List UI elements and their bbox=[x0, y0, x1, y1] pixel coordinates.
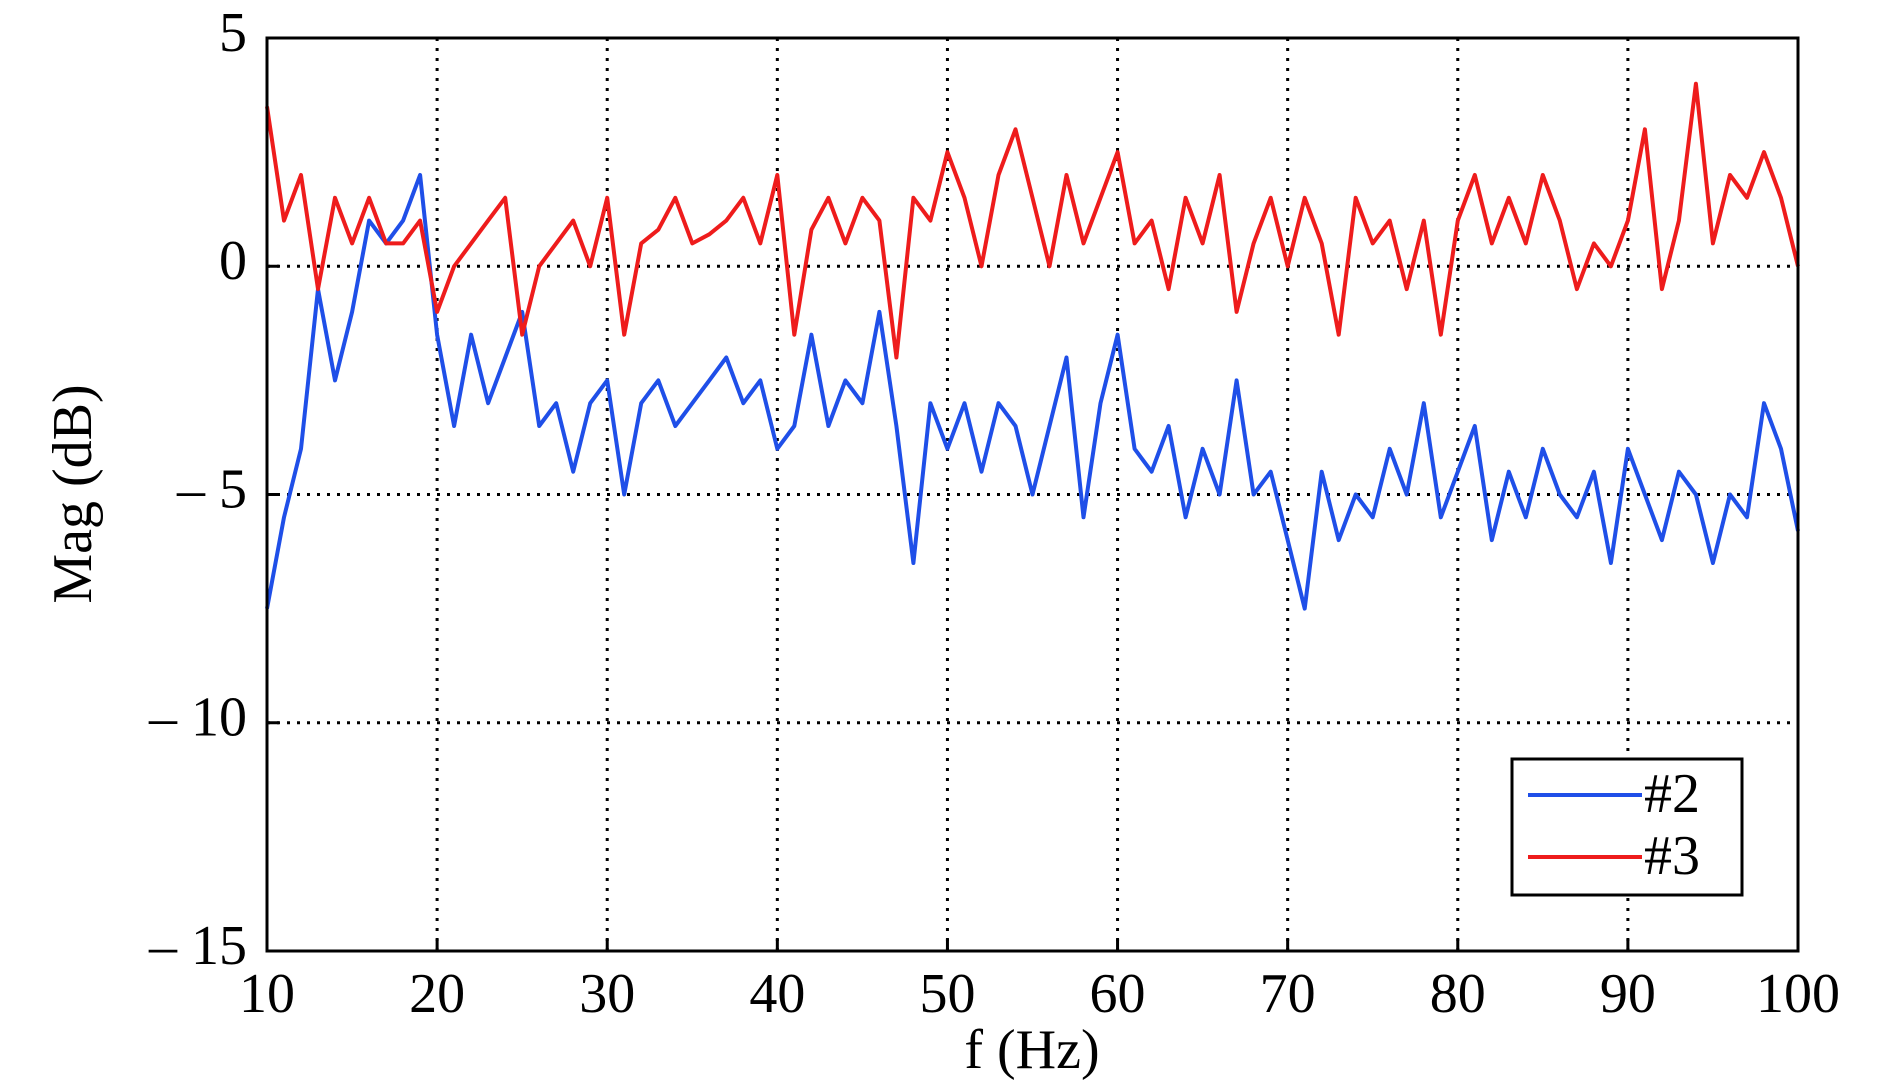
legend-box bbox=[1510, 757, 1744, 897]
plot-frame bbox=[265, 36, 1800, 953]
x-tick-label: 70 bbox=[1260, 963, 1316, 1025]
legend-label: #3 bbox=[1644, 825, 1700, 887]
x-tick-label: 10 bbox=[239, 963, 295, 1025]
x-tick-label: 90 bbox=[1600, 963, 1656, 1025]
data-line bbox=[265, 173, 1800, 611]
x-tick-label: 100 bbox=[1756, 963, 1840, 1025]
y-tick-label: – 15 bbox=[148, 915, 247, 977]
data-line bbox=[265, 81, 1800, 360]
y-tick-label: – 5 bbox=[176, 458, 247, 520]
x-tick-label: 30 bbox=[579, 963, 635, 1025]
x-tick-label: 50 bbox=[919, 963, 975, 1025]
legend-label: #2 bbox=[1644, 763, 1700, 825]
x-axis-label: f (Hz) bbox=[964, 1019, 1099, 1081]
y-tick-label: 0 bbox=[219, 230, 247, 292]
x-tick-label: 40 bbox=[749, 963, 805, 1025]
y-tick-label: 5 bbox=[219, 2, 247, 64]
x-tick-label: 80 bbox=[1430, 963, 1486, 1025]
y-tick-label: – 10 bbox=[148, 687, 247, 749]
y-axis-label: Mag (dB) bbox=[42, 384, 104, 603]
x-tick-label: 60 bbox=[1090, 963, 1146, 1025]
x-tick-label: 20 bbox=[409, 963, 465, 1025]
